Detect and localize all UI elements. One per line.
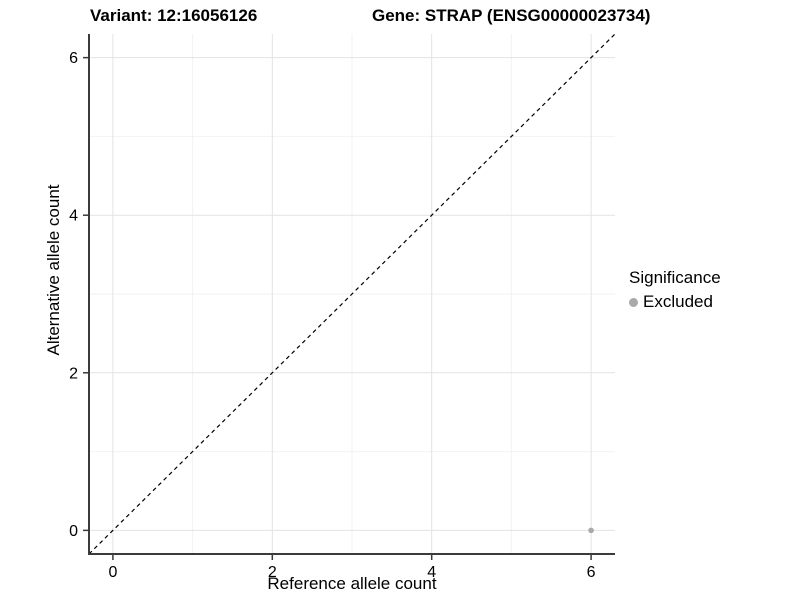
x-tick-label: 2: [268, 564, 277, 581]
y-axis-title: Alternative allele count: [44, 184, 63, 356]
legend-item-excluded: Excluded: [629, 292, 721, 312]
legend-point-icon: [629, 297, 638, 307]
identity-dashed-line: [88, 33, 616, 555]
gene-title: Gene: STRAP (ENSG00000023734): [372, 6, 651, 25]
x-axis-title: Reference allele count: [267, 574, 437, 593]
x-tick-label: 6: [587, 564, 596, 581]
legend-item-label: Excluded: [643, 292, 713, 311]
y-tick-label: 6: [69, 50, 78, 67]
data-point: [588, 527, 594, 534]
legend-title: Significance: [629, 268, 721, 287]
y-tick-label: 0: [69, 523, 78, 540]
variant-title: Variant: 12:16056126: [90, 6, 258, 25]
y-tick-label: 2: [69, 365, 78, 382]
legend: Significance Excluded: [629, 268, 721, 312]
x-tick-label: 4: [427, 564, 436, 581]
x-tick-label: 0: [108, 564, 117, 581]
y-tick-label: 4: [69, 208, 78, 225]
